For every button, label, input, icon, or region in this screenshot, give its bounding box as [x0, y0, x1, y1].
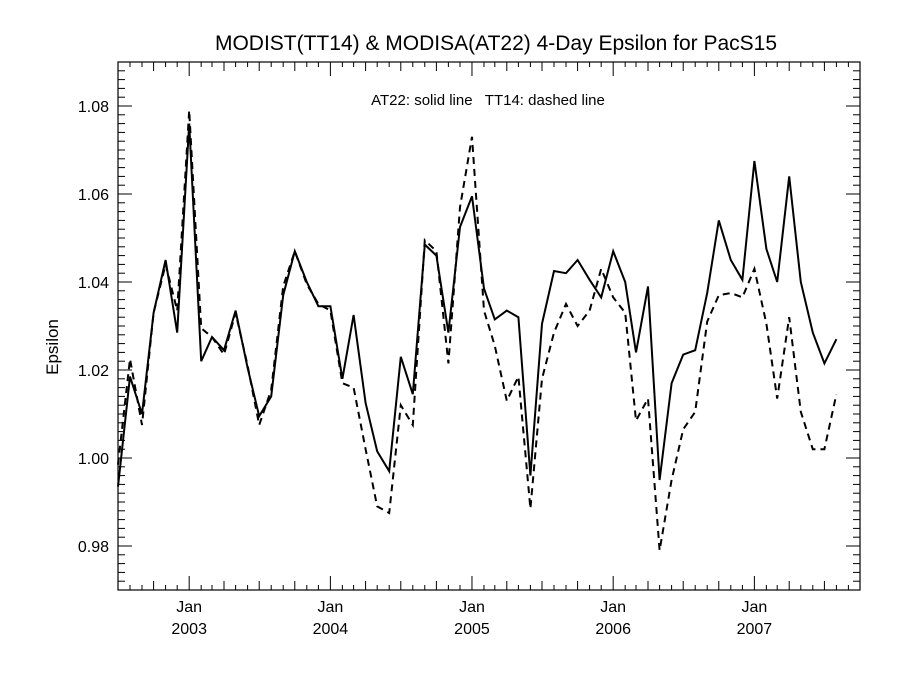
y-tick-label: 1.02 — [78, 363, 109, 380]
y-tick-label: 1.04 — [78, 275, 109, 292]
legend-annotation: AT22: solid line TT14: dashed line — [371, 92, 605, 109]
x-tick-label-month: Jan — [600, 599, 626, 616]
plot-area: 0.98 1.00 1.02 1.04 1.06 1.08 Jan 2003 Jan 2004 Ja… — [78, 61, 861, 638]
x-tick-label-year: 2004 — [313, 621, 349, 638]
series-line-at22 — [117, 123, 838, 487]
y-axis-label: Epsilon — [43, 319, 62, 375]
y-tick-label: 0.98 — [78, 539, 109, 556]
x-tick-label-month: Jan — [176, 599, 202, 616]
x-tick-label-year: 2005 — [454, 621, 490, 638]
x-tick-label-year: 2007 — [737, 621, 773, 638]
series-line-tt14 — [117, 110, 838, 551]
y-tick-label: 1.00 — [78, 451, 109, 468]
x-tick-label-year: 2006 — [595, 621, 631, 638]
y-tick-label: 1.08 — [78, 99, 109, 116]
x-tick-label-month: Jan — [741, 599, 767, 616]
x-tick-label-year: 2003 — [171, 621, 207, 638]
y-tick-label: 1.06 — [78, 187, 109, 204]
chart-title: MODIST(TT14) & MODISA(AT22) 4-Day Epsilo… — [215, 32, 777, 55]
x-tick-label-month: Jan — [317, 599, 343, 616]
x-tick-label-month: Jan — [459, 599, 485, 616]
